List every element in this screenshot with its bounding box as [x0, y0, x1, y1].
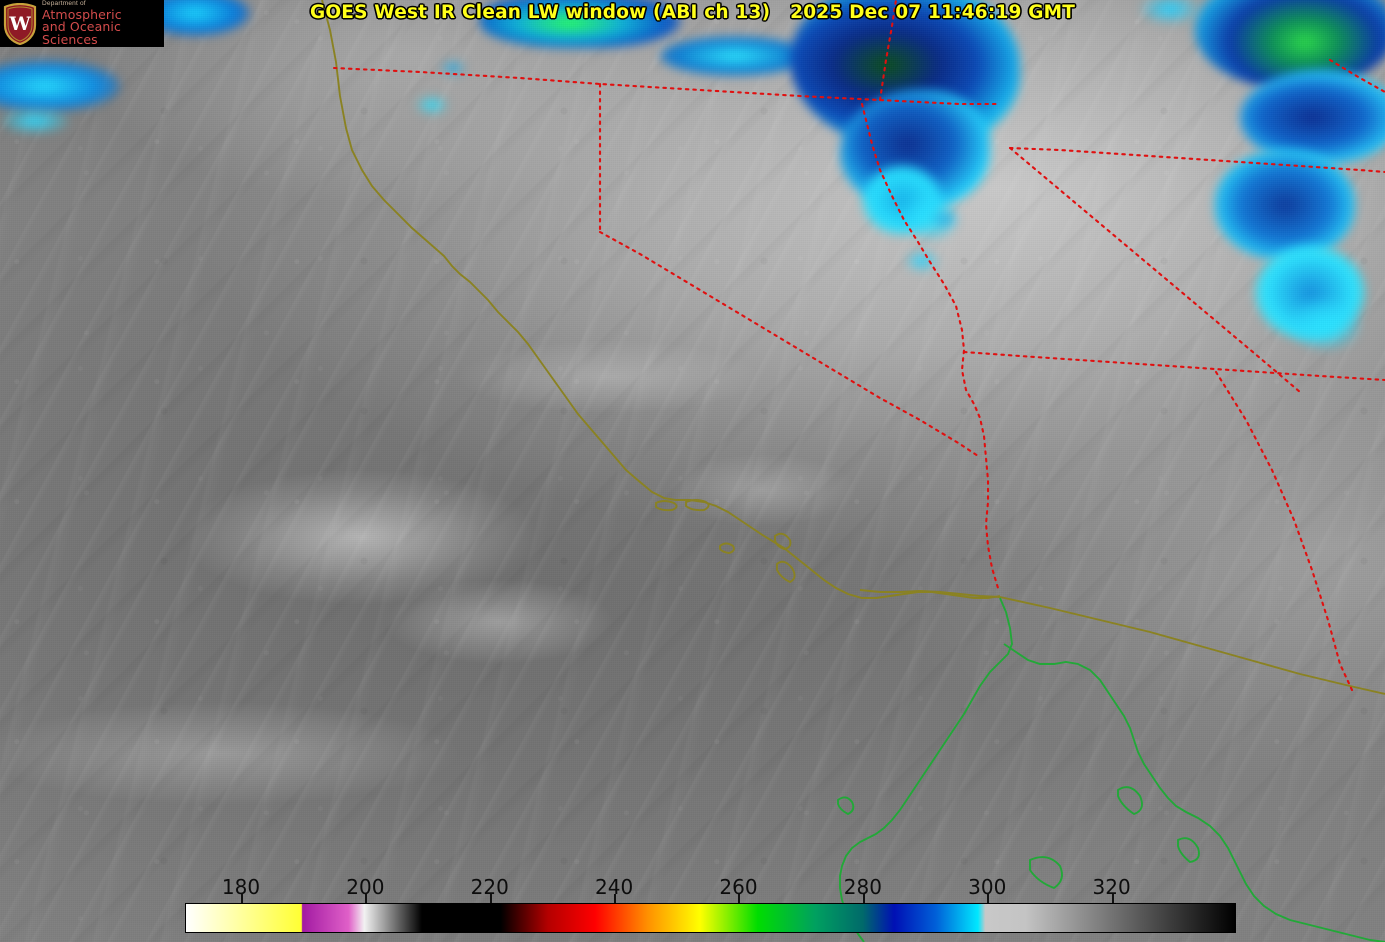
logo-text-block: Department of Atmospheric and Oceanic Sc…	[40, 0, 164, 47]
gulf-of-california-east-shore	[1003, 643, 1385, 942]
state-border-line	[1008, 146, 1385, 174]
uw-crest-icon: W	[0, 1, 40, 46]
colorbar-frame	[185, 903, 1236, 933]
state-border-line	[860, 102, 1000, 590]
gulf-island-small	[1177, 837, 1200, 864]
channel-island	[655, 500, 678, 512]
cold-cloud-blob	[480, 0, 680, 48]
colorbar-tick	[1111, 894, 1114, 903]
channel-island	[685, 499, 710, 512]
cold-cloud-blob	[1140, 0, 1200, 24]
svg-text:W: W	[8, 13, 31, 35]
state-border-line	[962, 350, 1385, 382]
state-border-line	[1328, 58, 1385, 94]
cold-cloud-blob	[415, 95, 449, 115]
state-border-line	[1008, 146, 1302, 394]
baja-west-coast	[839, 597, 1013, 942]
channel-island	[776, 560, 796, 584]
cold-cloud-blob	[0, 60, 120, 112]
logo-oceanic-line: and Oceanic Sciences	[42, 19, 121, 47]
colorbar	[185, 903, 1236, 933]
logo-department-line: Department of	[42, 0, 86, 7]
colorbar-tick	[240, 894, 243, 903]
state-border-line	[598, 230, 980, 458]
cold-cloud-blob	[440, 60, 466, 76]
us-mexico-border-west	[859, 589, 1001, 598]
gulf-island	[1117, 786, 1143, 816]
logo-atmospheric-line: Atmospheric	[42, 6, 122, 22]
colorbar-tick	[862, 894, 865, 903]
cold-cloud-blob	[0, 108, 70, 134]
colorbar-tick	[489, 894, 492, 903]
channel-island	[719, 542, 735, 554]
channel-island	[774, 532, 792, 550]
uw-aos-logo: W Department of Atmospheric and Oceanic …	[0, 0, 164, 47]
cold-cloud-blob	[660, 36, 810, 76]
colorbar-tick	[987, 894, 990, 903]
colorbar-tick-marks	[185, 894, 1236, 904]
us-coastline	[321, 0, 1001, 599]
cold-cloud-blob	[1290, 300, 1360, 350]
baja-island-small	[837, 796, 855, 816]
colorbar-gradient	[186, 904, 1235, 932]
product-title: GOES West IR Clean LW window (ABI ch 13)…	[309, 2, 1076, 23]
cold-cloud-blob	[905, 250, 939, 272]
mexico-mainland-coast	[1029, 856, 1063, 890]
colorbar-tick	[738, 894, 741, 903]
cold-cloud-blob	[1240, 70, 1385, 165]
colorbar-tick	[365, 894, 368, 903]
cold-cloud-blob	[930, 210, 958, 228]
state-border-line	[1214, 370, 1354, 692]
us-mexico-border-east	[999, 596, 1385, 695]
colorbar-tick	[614, 894, 617, 903]
state-border-line	[332, 66, 1002, 106]
